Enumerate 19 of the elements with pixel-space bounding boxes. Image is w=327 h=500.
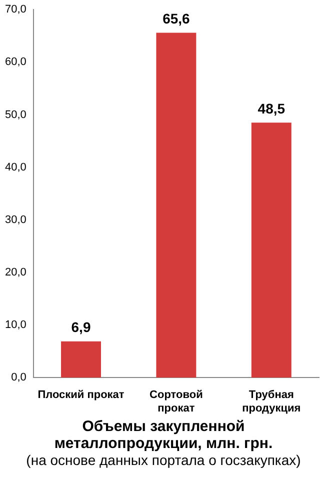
- x-tick-label: Трубная продукция: [242, 389, 301, 414]
- y-tick-label: 0,0: [11, 372, 26, 384]
- x-tick-label: Сортовой прокат: [150, 389, 203, 414]
- x-tick-label: Плоский прокат: [38, 389, 125, 402]
- y-tick-label: 10,0: [4, 319, 26, 332]
- bar: [156, 32, 196, 378]
- data-label: 65,6: [162, 10, 190, 27]
- text: Объемы закупленной металлопродукции, млн. грн.: [53, 418, 274, 452]
- text: (на основе данных портала о госзакупках): [25, 452, 302, 468]
- y-tick-label: 50,0: [4, 108, 26, 121]
- bar: [61, 341, 101, 378]
- y-tick-label: 20,0: [4, 266, 26, 278]
- bar: [251, 122, 292, 378]
- data-label: 48,5: [258, 100, 286, 116]
- y-tick-label: 60,0: [4, 56, 26, 68]
- y-tick-label: 40,0: [4, 161, 26, 174]
- data-label: 6,9: [71, 319, 91, 336]
- y-tick-label: 70,0: [4, 4, 26, 16]
- y-tick-label: 30,0: [4, 214, 26, 226]
